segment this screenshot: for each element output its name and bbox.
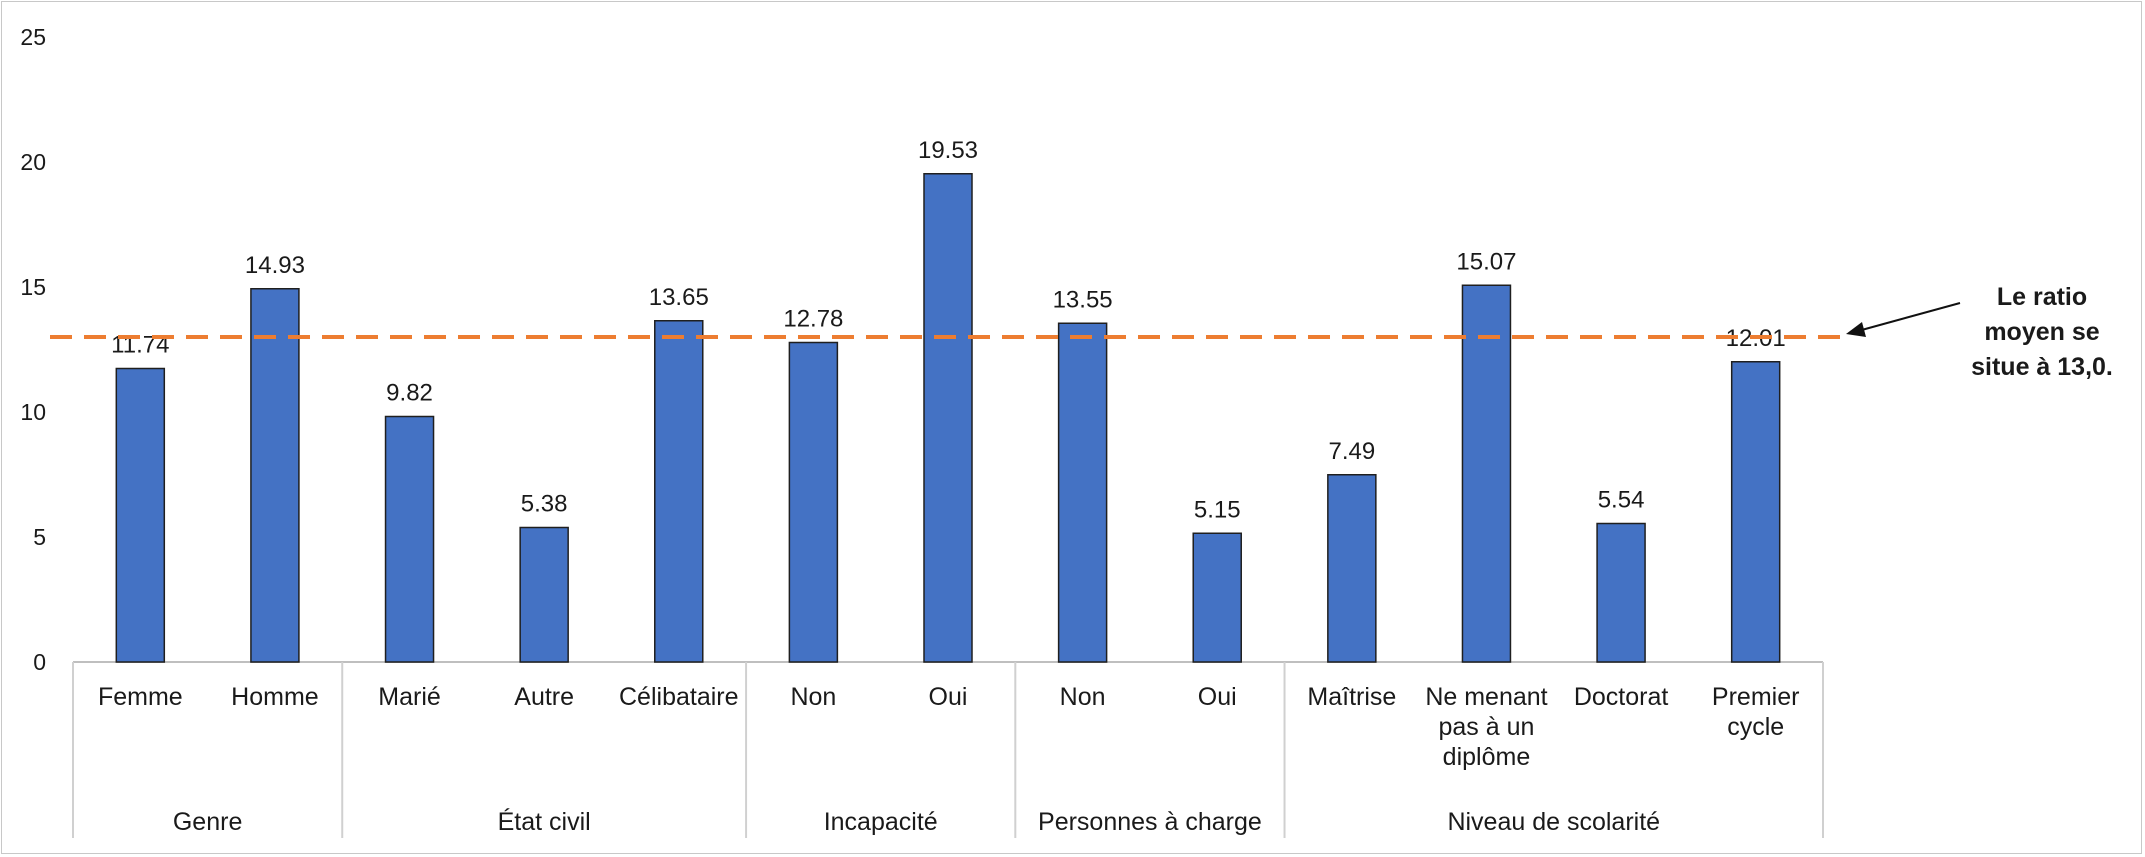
data-label: 12.78 [783, 306, 843, 333]
category-label: Oui [929, 683, 968, 711]
category-label: pas à un [1439, 713, 1535, 741]
group-label: Niveau de scolarité [1447, 808, 1660, 836]
mean-annotation-text: Le ratio [1997, 283, 2087, 311]
bar [923, 173, 973, 663]
category-label: Femme [98, 683, 183, 711]
mean-annotation-text: moyen se [1984, 318, 2099, 346]
category-label: diplôme [1443, 743, 1531, 771]
category-label: Homme [231, 683, 319, 711]
bar [1730, 361, 1781, 663]
category-label: Doctorat [1574, 683, 1669, 711]
data-label: 13.55 [1053, 286, 1113, 313]
y-tick-label: 5 [33, 524, 46, 550]
y-tick-label: 0 [33, 649, 46, 675]
category-label: Non [1060, 683, 1106, 711]
bar [1596, 522, 1646, 663]
y-tick-label: 15 [20, 274, 46, 300]
mean-annotation-text: situe à 13,0. [1971, 353, 2113, 381]
bar [1192, 532, 1242, 663]
y-tick-label: 25 [20, 24, 46, 50]
category-label: Oui [1198, 683, 1237, 711]
data-label: 5.15 [1194, 496, 1241, 523]
bar [788, 341, 839, 663]
bar [654, 320, 704, 663]
category-label: Maîtrise [1307, 683, 1396, 711]
bar [384, 415, 435, 663]
category-label: Ne menant [1425, 683, 1547, 711]
y-tick-label: 10 [20, 399, 46, 425]
annotation-arrow-line [1857, 302, 1961, 332]
data-label: 7.49 [1328, 438, 1375, 465]
bar [115, 367, 166, 663]
category-label: cycle [1727, 713, 1784, 741]
y-tick-label: 20 [20, 149, 46, 175]
category-label: Marié [378, 683, 441, 711]
group-label: État civil [498, 807, 591, 836]
data-label: 5.54 [1598, 487, 1645, 514]
data-label: 15.07 [1456, 248, 1516, 275]
data-label: 14.93 [245, 252, 305, 279]
data-label: 9.82 [386, 380, 433, 407]
group-label: Personnes à charge [1038, 808, 1262, 836]
category-label: Premier [1712, 683, 1800, 711]
bar [519, 526, 569, 663]
group-label: Incapacité [824, 808, 938, 836]
category-label: Non [790, 683, 836, 711]
data-label: 5.38 [521, 491, 568, 518]
data-label: 13.65 [649, 284, 709, 311]
bar [1327, 474, 1377, 663]
category-label: Autre [514, 683, 574, 711]
bar [1057, 322, 1108, 663]
annotation-arrowhead [1846, 322, 1866, 337]
bar [250, 288, 300, 663]
bar [1461, 284, 1512, 663]
category-label: Célibataire [619, 683, 739, 711]
data-label: 19.53 [918, 137, 978, 164]
group-label: Genre [173, 808, 242, 836]
